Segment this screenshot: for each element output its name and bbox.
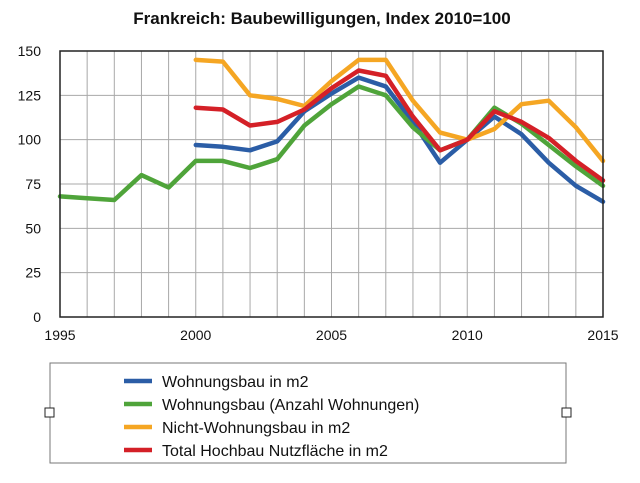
- y-tick-label: 100: [18, 132, 42, 148]
- y-tick-label: 50: [25, 220, 41, 236]
- legend-resize-handle-right[interactable]: [561, 407, 572, 418]
- plot-frame: [59, 50, 604, 318]
- legend-entries: Wohnungsbau in m2 Wohnungsbau (Anzahl Woh…: [124, 374, 419, 460]
- legend-resize-handle-left[interactable]: [44, 407, 55, 418]
- series-line-1: [193, 75, 606, 204]
- legend-label-1: Wohnungsbau in m2: [162, 374, 309, 391]
- x-tick-label: 1995: [44, 327, 75, 343]
- y-tick-label: 0: [33, 309, 41, 325]
- series-line-3: [193, 57, 606, 164]
- x-tick-label: 2015: [587, 327, 618, 343]
- x-tick-label: 2005: [316, 327, 347, 343]
- legend-label-3: Nicht-Wohnungsbau in m2: [162, 420, 350, 437]
- legend-label-4: Total Hochbau Nutzfläche in m2: [162, 443, 388, 460]
- chart-title: Frankreich: Baubewilligungen, Index 2010…: [133, 9, 510, 28]
- series-layer: [57, 57, 606, 204]
- x-tick-label: 2000: [180, 327, 211, 343]
- y-tick-label: 75: [25, 176, 41, 192]
- y-tick-label: 25: [25, 265, 41, 281]
- y-tick-label: 125: [18, 87, 42, 103]
- series-line-4: [193, 68, 606, 183]
- legend-label-2: Wohnungsbau (Anzahl Wohnungen): [162, 397, 419, 414]
- legend[interactable]: Wohnungsbau in m2 Wohnungsbau (Anzahl Woh…: [44, 362, 572, 464]
- x-tick-labels: 1995 2000 2005 2010 2015: [44, 327, 618, 343]
- y-tick-labels: 0 25 50 75 100 125 150: [18, 43, 42, 325]
- x-tick-label: 2010: [452, 327, 483, 343]
- y-tick-label: 150: [18, 43, 42, 59]
